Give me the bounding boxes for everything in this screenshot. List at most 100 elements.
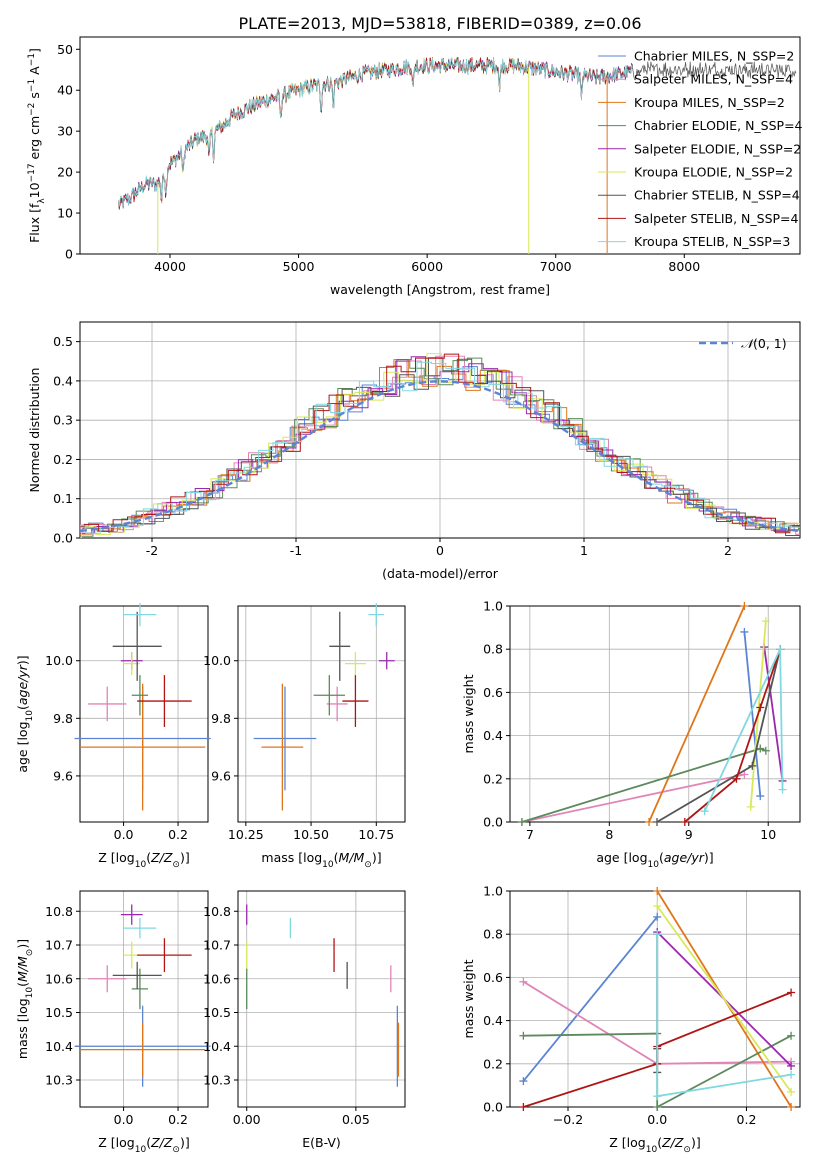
spectrum-line: [118, 57, 633, 207]
x-tick-label: 0.2: [168, 1112, 188, 1127]
weight-point-marker: [653, 902, 662, 911]
legend-entry: Chabrier ELODIE, N_SSP=4: [634, 118, 803, 133]
y-axis-label: mass weight: [461, 674, 476, 753]
weight-point-marker: [700, 807, 709, 816]
y-tick-label: 10.7: [203, 938, 231, 953]
weight-point-marker: [761, 746, 770, 755]
y-tick-label: 9.8: [211, 711, 231, 726]
residuals-panel: -2 -1 0 1 2 0.0 0.1 0.2 0.3 0.4 0.5 𝒩(0, 1) (data-mo…: [27, 321, 801, 581]
histogram-step: [80, 356, 800, 536]
errorbar-point: [80, 1022, 206, 1077]
x-tick-label: 0.00: [233, 1112, 261, 1127]
y-tick-label: 10.3: [203, 1073, 231, 1088]
weight-point-marker: [680, 818, 689, 826]
spectrum-line: [118, 56, 633, 209]
weight-series-line: [522, 916, 658, 1082]
errorbar-point: [112, 961, 162, 989]
errorbar-point: [313, 675, 345, 716]
axes-frame: [237, 605, 406, 823]
axes-frame: [509, 605, 801, 823]
errorbar-point: [326, 686, 348, 722]
histogram-step: [80, 355, 800, 535]
weight-point-marker: [787, 988, 796, 997]
age-vs-metallicity-panel: 0.0 0.2 9.6 9.8 10.0 Z [log10(Z/Z⊙)] age [log1…: [15, 603, 211, 870]
weight-point-marker: [746, 802, 755, 811]
y-tick-label: 0.6: [483, 970, 503, 985]
weight-point-marker: [653, 930, 662, 939]
errorbar-point: [137, 938, 192, 972]
x-tick-label: 4000: [154, 259, 186, 274]
weight-point-marker: [756, 792, 765, 801]
y-tick-label: 0.3: [53, 413, 73, 428]
x-tick-label: 8: [605, 827, 613, 842]
mass-vs-metallicity-panel: 0.0 0.2 10.3 10.4 10.5 10.6 10.7 10.8 Z [log10(Z…: [15, 890, 211, 1155]
weight-point-marker: [761, 617, 770, 626]
weight-vs-metallicity-panel: −0.2 0.0 0.2 0.0 0.2 0.4 0.6 0.8 1.0 Z [log10(Z/Z…: [461, 884, 801, 1155]
y-tick-label: 10.7: [45, 938, 73, 953]
x-tick-label: 7: [526, 827, 534, 842]
weight-point-marker: [748, 761, 757, 770]
y-tick-label: 0.2: [483, 771, 503, 786]
y-tick-label: 10.0: [203, 653, 231, 668]
x-tick-label: 0: [436, 543, 444, 558]
y-tick-label: 1.0: [483, 599, 503, 614]
weight-point-marker: [653, 912, 662, 921]
y-axis-label: mass [log10(M/M⊙)]: [15, 939, 35, 1059]
y-tick-label: 1.0: [483, 884, 503, 899]
y-tick-label: 10.4: [203, 1039, 231, 1054]
weight-point-marker: [519, 977, 528, 986]
weight-point-marker: [778, 785, 787, 794]
y-tick-label: 10.5: [45, 1005, 73, 1020]
y-axis-label: Normed distribution: [27, 368, 42, 493]
legend-entry: Chabrier STELIB, N_SSP=4: [634, 188, 800, 203]
x-axis-label: Z [log10(Z/Z⊙)]: [98, 850, 189, 870]
y-tick-label: 0.4: [53, 373, 73, 388]
y-tick-label: 10.5: [203, 1005, 231, 1020]
y-axis-label: age [log10(age/yr)]: [15, 655, 35, 772]
weight-point-marker: [517, 818, 526, 826]
y-tick-label: 10.4: [45, 1039, 73, 1054]
y-tick-label: 0: [65, 247, 73, 262]
x-tick-label: 0.0: [647, 1112, 667, 1127]
errorbar-point: [131, 968, 149, 1010]
spectrum-line: [118, 56, 633, 209]
x-tick-label: 10.25: [228, 827, 264, 842]
errorbar-point: [120, 904, 143, 925]
x-axis-label: mass [log10(M/M⊙)]: [261, 850, 381, 870]
weight-point-marker: [732, 774, 741, 783]
axes-frame: [79, 605, 209, 823]
histogram-step: [80, 359, 800, 535]
spectrum-line: [118, 57, 633, 210]
y-tick-label: 40: [57, 83, 73, 98]
x-tick-label: 9: [685, 827, 693, 842]
errorbar-point: [112, 611, 162, 681]
weight-point-marker: [787, 1061, 796, 1070]
weight-point-marker: [787, 1031, 796, 1040]
weight-series-line: [521, 773, 745, 823]
x-tick-label: -2: [146, 543, 158, 558]
weight-point-marker: [776, 645, 785, 654]
x-tick-label: −0.2: [553, 1112, 583, 1127]
y-tick-label: 0.4: [483, 728, 503, 743]
weight-point-marker: [653, 1092, 662, 1101]
errorbar-point: [88, 965, 127, 993]
y-tick-label: 0.5: [53, 334, 73, 349]
x-axis-label: Z [log10(Z/Z⊙)]: [609, 1135, 700, 1155]
weight-point-marker: [740, 770, 749, 779]
y-tick-label: 0.0: [483, 815, 503, 830]
x-tick-label: 10: [760, 827, 776, 842]
y-tick-label: 0.6: [483, 685, 503, 700]
weight-point-marker: [756, 703, 765, 712]
errorbar-point: [123, 918, 157, 939]
y-axis-label: Flux [fλ10−17 erg cm−2 s−1 A−1]: [27, 48, 47, 243]
errorbar-point: [344, 652, 366, 676]
x-tick-label: 5000: [283, 259, 315, 274]
legend-entry: 𝒩(0, 1): [741, 336, 787, 351]
weight-series-line: [703, 648, 784, 812]
y-tick-label: 20: [57, 165, 73, 180]
legend-entry: Kroupa MILES, N_SSP=2: [634, 95, 785, 110]
weight-series-line: [656, 905, 792, 1093]
weight-series-line: [743, 631, 762, 797]
histogram-step: [80, 361, 800, 534]
x-tick-label: 0.05: [342, 1112, 370, 1127]
